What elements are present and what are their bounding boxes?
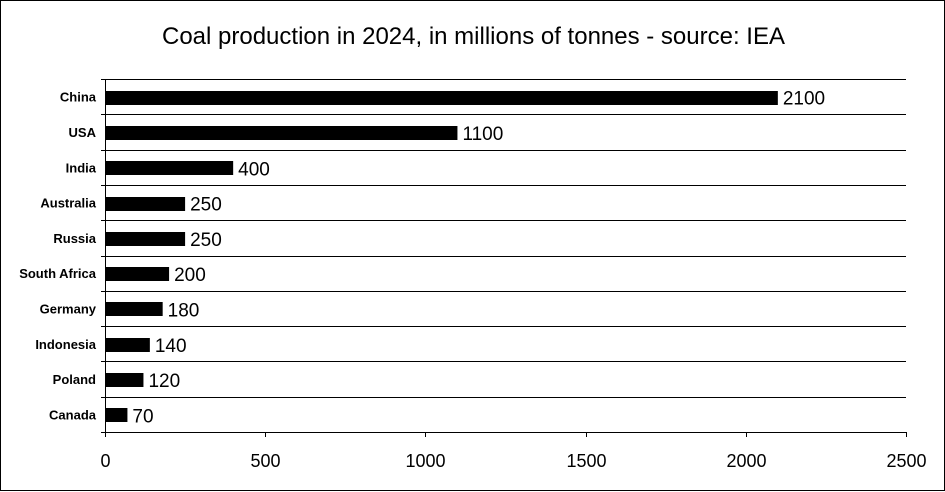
value-label: 70 [132,406,153,427]
x-tick-label: 0 [100,451,110,471]
value-label: 2100 [783,89,825,110]
value-label: 250 [190,195,222,216]
bar-germany [106,302,163,316]
bar-poland [106,373,144,387]
bar-australia [106,197,186,211]
bar-south-africa [106,267,170,281]
x-tick-label: 1000 [405,451,445,471]
bar-russia [106,232,186,246]
value-label: 120 [148,371,180,392]
category-label: China [60,90,97,105]
value-label: 400 [238,159,270,180]
bar-canada [106,408,128,422]
bar-indonesia [106,338,150,352]
category-label: USA [69,125,97,140]
value-label: 200 [174,265,206,286]
category-label: South Africa [19,266,97,281]
x-tick-label: 2500 [886,451,926,471]
category-label: Poland [53,372,96,387]
value-label: 250 [190,230,222,251]
x-tick-label: 1500 [566,451,606,471]
category-label: Indonesia [35,337,96,352]
value-label: 1100 [462,124,503,145]
category-label: Australia [40,196,96,211]
category-label: Canada [49,407,97,422]
category-label: Russia [53,231,96,246]
value-label: 180 [168,300,200,321]
bar-china [106,91,778,105]
bar-india [106,161,234,175]
x-tick-label: 500 [250,451,280,471]
bar-usa [106,126,458,140]
value-label: 140 [155,336,187,357]
chart-title: Coal production in 2024, in millions of … [161,23,785,50]
category-label: India [66,160,97,175]
category-label: Germany [40,301,97,316]
x-tick-label: 2000 [726,451,766,471]
